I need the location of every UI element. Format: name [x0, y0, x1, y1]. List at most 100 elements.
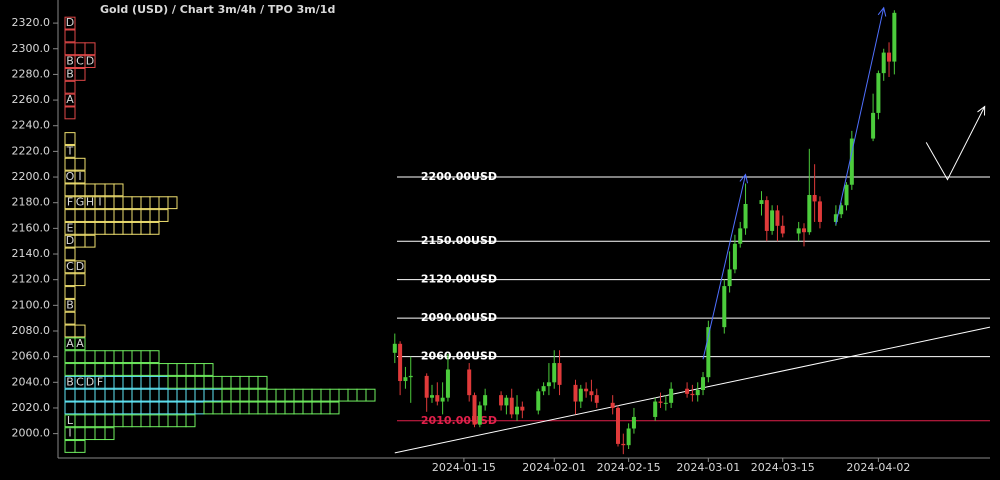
tpo-letter: L	[67, 414, 74, 427]
candle-body	[839, 205, 844, 215]
tpo-letter: G	[76, 196, 85, 209]
tpo-letter: F	[97, 375, 103, 388]
candle-body	[594, 395, 599, 403]
candle-body	[695, 390, 700, 396]
tpo-box	[74, 170, 86, 184]
x-tick-label: 2024-03-01	[676, 461, 740, 474]
candle-body	[653, 401, 658, 417]
tpo-letter: H	[86, 196, 94, 209]
y-tick-label: 2320.0	[12, 16, 51, 29]
tpo-box	[185, 414, 196, 428]
candle-body	[573, 384, 578, 402]
tpo-box	[64, 298, 76, 312]
candle-body	[631, 416, 636, 429]
tpo-box	[84, 42, 96, 56]
candle-body	[424, 375, 429, 398]
level-label: 2200.00USD	[421, 170, 497, 183]
candle-body	[887, 52, 892, 62]
tpo-box	[64, 144, 76, 158]
tpo-box	[64, 16, 76, 30]
tpo-letter: C	[66, 260, 74, 273]
candle-body	[578, 388, 583, 402]
candle-body	[844, 184, 849, 206]
candle-body	[477, 405, 482, 425]
candle-body	[685, 388, 690, 394]
chart-title: Gold (USD) / Chart 3m/4h / TPO 3m/1d	[100, 3, 335, 16]
candle-body	[440, 397, 445, 402]
candle-body	[621, 443, 626, 446]
tpo-letter: D	[86, 55, 94, 68]
candle-body	[445, 369, 450, 398]
tpo-letter: E	[67, 221, 74, 234]
candle-body	[743, 203, 748, 229]
tpo-box	[167, 196, 178, 210]
tpo-letter: B	[66, 67, 74, 80]
candle-body	[520, 406, 525, 411]
candle-body	[690, 393, 695, 396]
tpo-letter: C	[76, 55, 84, 68]
tpo-letter: T	[66, 144, 74, 157]
tpo-box	[158, 209, 169, 222]
candle-body	[499, 395, 504, 406]
candle-body	[738, 228, 743, 244]
y-tick-label: 2000.0	[12, 427, 51, 440]
candle-body	[881, 52, 886, 74]
candle-body	[392, 343, 397, 353]
candle-body	[403, 377, 408, 382]
tpo-letter: B	[66, 298, 74, 311]
tpo-box	[64, 132, 76, 145]
tpo-letter: O	[66, 170, 75, 183]
y-tick-label: 2300.0	[12, 42, 51, 55]
candle-body	[626, 428, 631, 446]
y-tick-label: 2240.0	[12, 119, 51, 132]
x-tick-label: 2024-02-01	[522, 461, 586, 474]
arrow-head	[739, 173, 749, 184]
tpo-box	[64, 286, 76, 299]
y-tick-label: 2180.0	[12, 196, 51, 209]
tpo-letter: I	[68, 427, 71, 440]
level-label: 2150.00USD	[421, 234, 497, 247]
candle-body	[849, 138, 854, 185]
candle-body	[669, 388, 674, 403]
arrow	[702, 174, 747, 360]
y-tick-label: 2280.0	[12, 67, 51, 80]
candle-body	[430, 395, 434, 398]
x-tick-label: 2024-03-15	[751, 461, 815, 474]
tpo-letter: A	[66, 337, 74, 350]
tpo-box	[74, 273, 86, 287]
candle-body	[706, 327, 711, 378]
x-tick-label: 2024-04-02	[846, 461, 910, 474]
candle-body	[610, 402, 615, 408]
tpo-box	[74, 324, 86, 338]
tpo-box	[64, 247, 76, 261]
candle-body	[775, 210, 780, 226]
candle-body	[796, 228, 801, 234]
x-tick-label: 2024-01-15	[432, 461, 496, 474]
candle-body	[892, 12, 897, 62]
tpo-box	[203, 363, 214, 376]
arrow	[835, 7, 885, 225]
candle-body	[546, 382, 551, 387]
candle-body	[833, 214, 838, 222]
candle-body	[557, 363, 562, 385]
candle-body	[780, 225, 785, 234]
tpo-letter: D	[86, 375, 94, 388]
candle-body	[536, 391, 541, 411]
tpo-box	[64, 93, 76, 107]
candle-body	[509, 397, 514, 415]
tpo-box	[64, 311, 76, 325]
tpo-box	[365, 388, 376, 402]
tpo-letter: D	[66, 234, 74, 247]
tpo-box	[74, 337, 86, 351]
candle-body	[876, 73, 881, 113]
candle-body	[483, 395, 488, 406]
y-tick-label: 2020.0	[12, 401, 51, 414]
tpo-letter: A	[76, 337, 84, 350]
level-label: 2090.00USD	[421, 311, 497, 324]
candle-body	[616, 407, 620, 444]
tpo-letter: A	[66, 93, 74, 106]
y-tick-label: 2060.0	[12, 350, 51, 363]
candle-body	[807, 195, 812, 233]
candle-body	[541, 386, 546, 392]
